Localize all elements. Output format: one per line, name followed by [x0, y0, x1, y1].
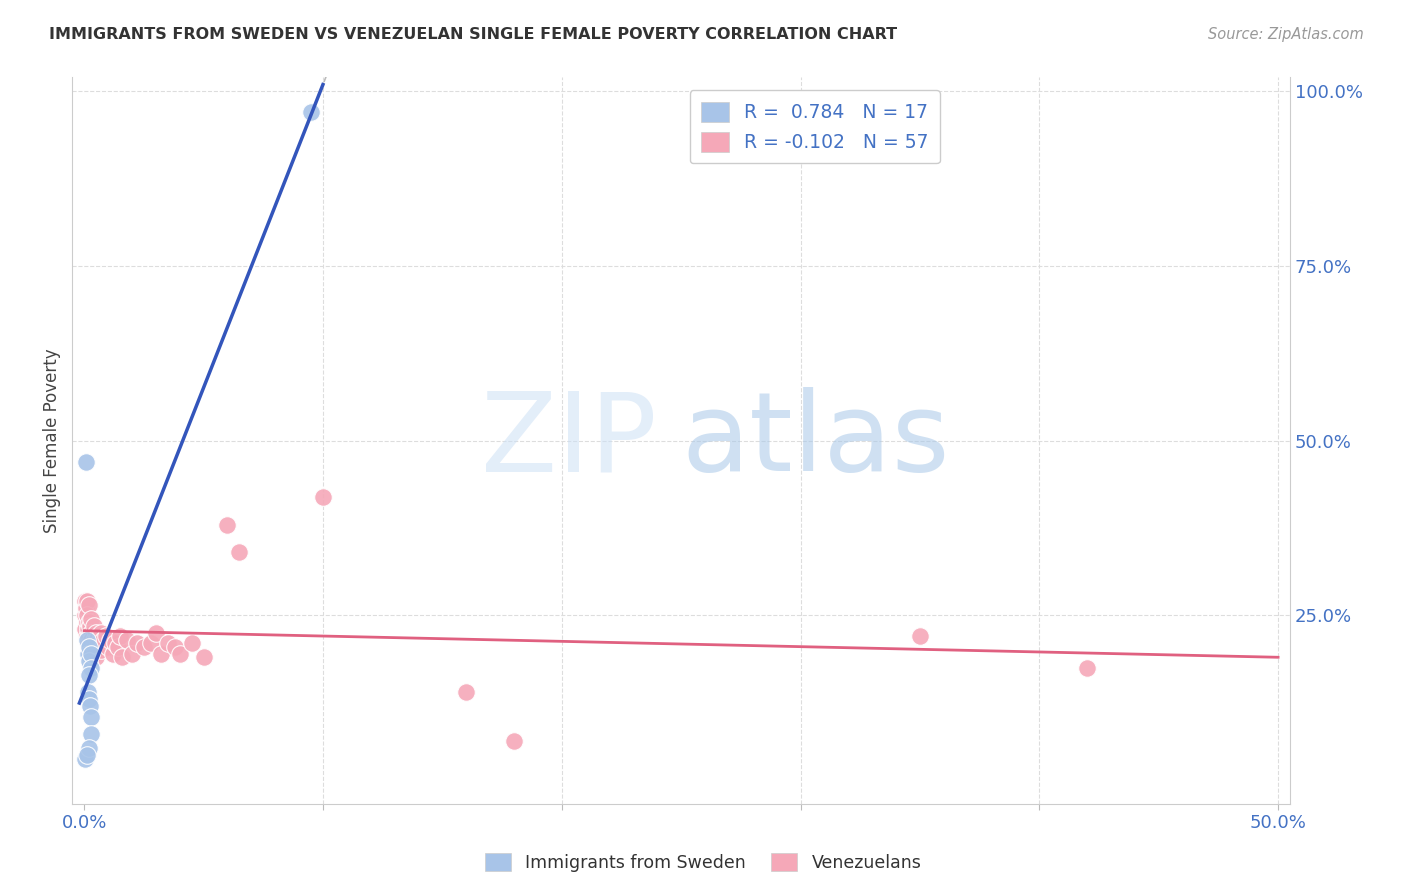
Point	[180, 636, 202, 650]
Point	[145, 625, 167, 640]
Point	[76, 632, 98, 647]
Point	[139, 636, 162, 650]
Point	[228, 545, 250, 559]
Point	[79, 699, 101, 714]
Point	[193, 650, 215, 665]
Point	[149, 647, 172, 661]
Point	[76, 647, 98, 661]
Point	[97, 640, 120, 654]
Point	[76, 685, 98, 699]
Point	[299, 105, 322, 120]
Point	[111, 650, 134, 665]
Y-axis label: Single Female Poverty: Single Female Poverty	[44, 349, 60, 533]
Point	[77, 629, 100, 643]
Point	[75, 623, 97, 637]
Point	[73, 594, 96, 608]
Point	[91, 632, 114, 647]
Point	[156, 636, 179, 650]
Point	[77, 640, 100, 654]
Point	[101, 647, 124, 661]
Legend: R =  0.784   N = 17, R = -0.102   N = 57: R = 0.784 N = 17, R = -0.102 N = 57	[689, 90, 939, 163]
Point	[312, 490, 335, 504]
Point	[87, 636, 110, 650]
Point	[503, 734, 526, 748]
Point	[94, 629, 117, 643]
Point	[132, 640, 155, 654]
Point	[163, 640, 186, 654]
Point	[84, 625, 107, 640]
Text: ZIP: ZIP	[481, 387, 657, 494]
Point	[76, 623, 98, 637]
Text: atlas: atlas	[681, 387, 949, 494]
Point	[1076, 661, 1098, 675]
Point	[79, 619, 101, 633]
Point	[76, 615, 98, 630]
Point	[76, 636, 98, 650]
Point	[76, 608, 98, 623]
Point	[107, 640, 129, 654]
Point	[217, 517, 239, 532]
Text: IMMIGRANTS FROM SWEDEN VS VENEZUELAN SINGLE FEMALE POVERTY CORRELATION CHART: IMMIGRANTS FROM SWEDEN VS VENEZUELAN SIN…	[49, 27, 897, 42]
Point	[80, 612, 103, 626]
Point	[77, 741, 100, 756]
Point	[77, 598, 100, 612]
Point	[169, 647, 191, 661]
Point	[80, 709, 103, 723]
Point	[75, 608, 97, 623]
Point	[76, 629, 98, 643]
Point	[100, 632, 122, 647]
Point	[75, 601, 97, 615]
Point	[80, 625, 103, 640]
Point	[90, 625, 112, 640]
Point	[84, 636, 107, 650]
Point	[87, 629, 110, 643]
Point	[80, 643, 103, 657]
Point	[125, 636, 148, 650]
Point	[83, 647, 105, 661]
Point	[77, 692, 100, 706]
Point	[121, 647, 143, 661]
Point	[77, 654, 100, 668]
Point	[108, 629, 131, 643]
Point	[908, 629, 931, 643]
Point	[76, 594, 98, 608]
Point	[90, 643, 112, 657]
Point	[83, 619, 105, 633]
Point	[77, 643, 100, 657]
Point	[80, 661, 103, 675]
Legend: Immigrants from Sweden, Venezuelans: Immigrants from Sweden, Venezuelans	[478, 847, 928, 879]
Point	[115, 632, 138, 647]
Point	[456, 685, 478, 699]
Point	[80, 632, 103, 647]
Point	[83, 632, 105, 647]
Point	[80, 647, 103, 661]
Point	[77, 667, 100, 681]
Point	[80, 727, 103, 741]
Point	[76, 748, 98, 763]
Point	[84, 650, 107, 665]
Point	[104, 636, 127, 650]
Point	[75, 455, 97, 469]
Point	[75, 751, 97, 765]
Point	[77, 615, 100, 630]
Text: Source: ZipAtlas.com: Source: ZipAtlas.com	[1208, 27, 1364, 42]
